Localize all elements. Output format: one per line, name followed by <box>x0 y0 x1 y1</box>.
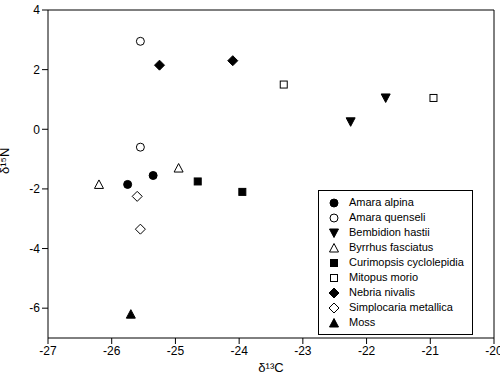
html-text:Simplocaria metallica: Simplocaria metallica <box>349 301 453 313</box>
html-text:Byrrhus fasciatus: Byrrhus fasciatus <box>349 241 434 253</box>
html-text:Bembidion hastii: Bembidion hastii <box>349 226 430 238</box>
html-text:Amara alpina: Amara alpina <box>349 196 414 208</box>
svg-text:-4: -4 <box>29 242 40 256</box>
svg-text:-24: -24 <box>230 344 248 358</box>
svg-text:-21: -21 <box>422 344 440 358</box>
svg-text:-6: -6 <box>29 301 40 315</box>
svg-text:2: 2 <box>33 63 40 77</box>
html-text:Moss: Moss <box>349 316 376 328</box>
svg-text:-2: -2 <box>29 182 40 196</box>
html-text:Amara quenseli: Amara quenseli <box>349 211 426 223</box>
html-text:Mitopus morio: Mitopus morio <box>349 271 419 283</box>
svg-text:δ¹³C: δ¹³C <box>258 360 283 374</box>
svg-text:-23: -23 <box>294 344 312 358</box>
html-text:Nebria nivalis: Nebria nivalis <box>349 286 415 298</box>
svg-text:δ¹⁵N: δ¹⁵N <box>8 148 12 174</box>
svg-text:-25: -25 <box>167 344 185 358</box>
svg-text:4: 4 <box>33 3 40 17</box>
svg-text:-22: -22 <box>358 344 376 358</box>
svg-text:-20: -20 <box>485 344 492 358</box>
svg-text:-27: -27 <box>39 344 57 358</box>
html-text:Curimopsis cyclolepidia: Curimopsis cyclolepidia <box>349 256 464 268</box>
svg-text:0: 0 <box>33 123 40 137</box>
svg-text:-26: -26 <box>103 344 121 358</box>
